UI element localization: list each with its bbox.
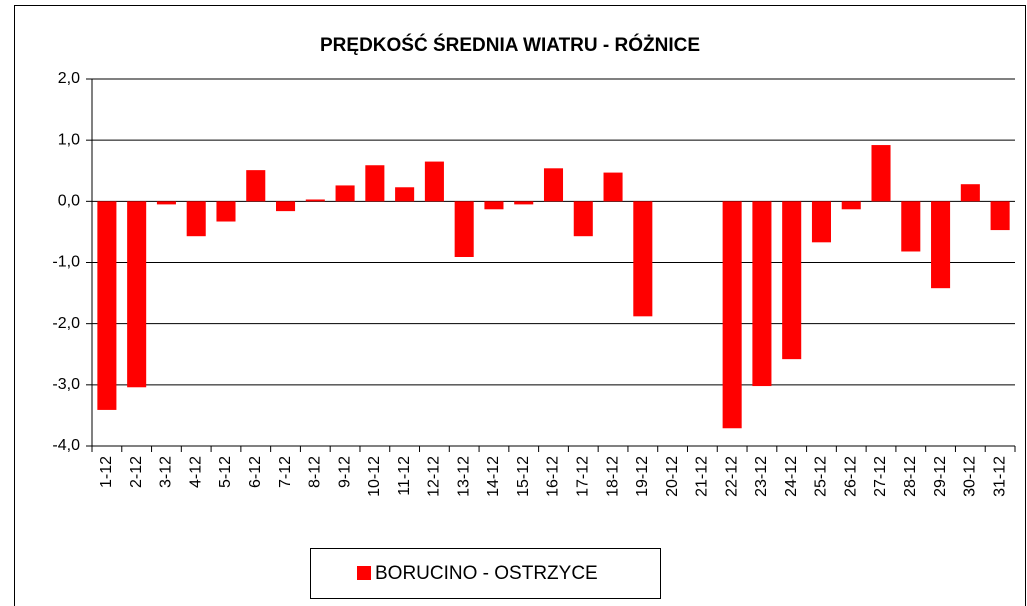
bar [305, 199, 325, 202]
x-tick-label: 11-12 [396, 456, 413, 496]
x-tick-label: 26-12 [842, 456, 859, 497]
bar [395, 187, 415, 202]
bar [573, 201, 593, 237]
legend-swatch [357, 566, 371, 580]
x-tick-label: 4-12 [187, 456, 204, 488]
x-tick-label: 14-12 [485, 456, 502, 497]
bar [127, 201, 147, 388]
x-tick-label: 30-12 [962, 456, 979, 497]
x-tick-label: 6-12 [247, 456, 264, 488]
y-tick-label: 0,0 [58, 193, 80, 210]
x-tick-label: 20-12 [664, 456, 681, 497]
x-tick-label: 28-12 [902, 456, 919, 497]
bar [960, 184, 980, 202]
x-tick-label: 19-12 [634, 456, 651, 497]
bar [216, 201, 236, 222]
x-tick-label: 16-12 [545, 456, 562, 497]
bar [811, 201, 831, 243]
y-tick-label: -4,0 [52, 437, 80, 454]
y-tick-label: -1,0 [52, 254, 80, 271]
legend-label: BORUCINO - OSTRZYCE [375, 563, 598, 584]
bar [871, 145, 891, 202]
y-tick-label: -2,0 [52, 315, 80, 332]
bar [633, 201, 653, 317]
bar [276, 201, 296, 212]
x-tick-label: 23-12 [753, 456, 770, 497]
x-tick-label: 18-12 [604, 456, 621, 497]
bar [484, 201, 504, 210]
bar [722, 201, 742, 429]
x-tick-label: 24-12 [783, 456, 800, 497]
bar [752, 201, 772, 387]
x-tick-label: 3-12 [158, 456, 175, 488]
x-tick-label: 25-12 [813, 456, 830, 497]
x-tick-label: 12-12 [426, 456, 443, 497]
bar [901, 201, 921, 252]
bar [931, 201, 951, 289]
bar [990, 201, 1010, 231]
x-tick-label: 17-12 [574, 456, 591, 497]
x-tick-label: 22-12 [723, 456, 740, 497]
x-tick-label: 13-12 [455, 456, 472, 497]
chart-frame [14, 5, 1026, 606]
x-tick-label: 7-12 [277, 456, 294, 488]
x-tick-label: 21-12 [694, 456, 711, 497]
bar [156, 201, 176, 205]
chart-title: PRĘDKOŚĆ ŚREDNIA WIATRU - RÓŻNICE [320, 34, 700, 56]
bar [841, 201, 861, 210]
bar [514, 201, 534, 205]
bar [543, 168, 564, 202]
x-tick-label: 31-12 [991, 456, 1008, 497]
x-tick-label: 10-12 [366, 456, 383, 497]
x-tick-label: 5-12 [217, 456, 234, 488]
bar [424, 161, 444, 202]
bar [335, 185, 355, 202]
y-tick-label: -3,0 [52, 376, 80, 393]
bar [186, 201, 206, 237]
x-tick-label: 15-12 [515, 456, 532, 497]
x-tick-label: 8-12 [307, 456, 324, 488]
y-tick-label: 2,0 [58, 70, 80, 87]
x-tick-label: 1-12 [98, 456, 115, 488]
bar [246, 170, 266, 202]
y-tick-label: 1,0 [58, 131, 80, 148]
x-tick-label: 29-12 [932, 456, 949, 497]
bar [97, 201, 117, 410]
bar [782, 201, 802, 360]
bar [603, 172, 623, 202]
bar [365, 165, 385, 202]
x-tick-label: 9-12 [336, 456, 353, 488]
x-tick-label: 27-12 [872, 456, 889, 497]
bar [454, 201, 474, 257]
x-tick-label: 2-12 [128, 456, 145, 488]
